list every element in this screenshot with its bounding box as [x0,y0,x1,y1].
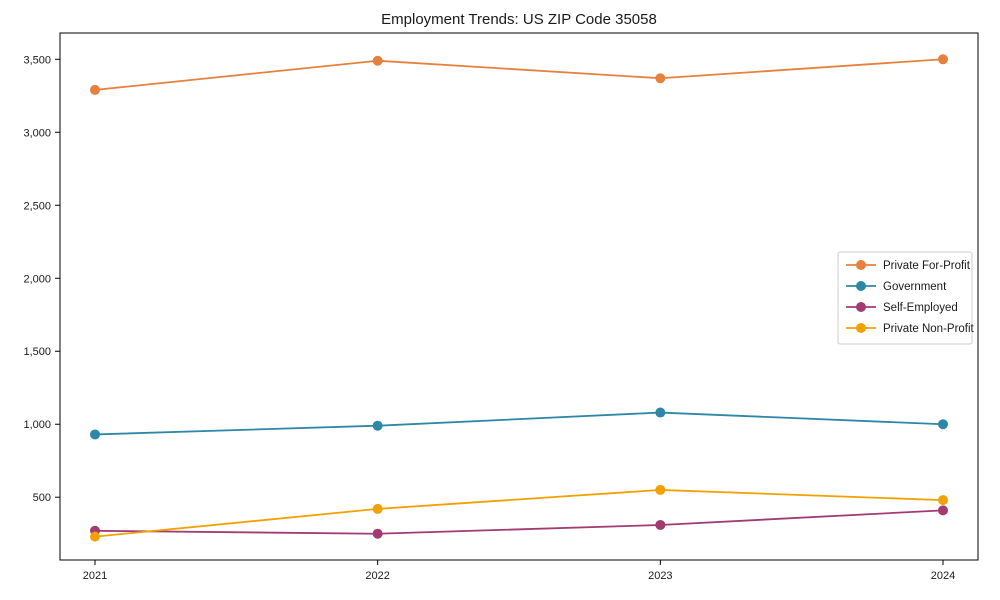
series-line-government [94,411,944,436]
data-point-private-non-profit [372,503,383,514]
chart-title: Employment Trends: US ZIP Code 35058 [381,11,657,28]
data-point-private-for-profit [655,73,666,84]
data-point-private-for-profit [372,55,383,66]
legend-label: Government [883,281,947,293]
legend-label: Private For-Profit [883,260,971,272]
y-tick-label: 1,000 [23,419,51,431]
x-axis: 2021 2022 2023 2024 [83,560,955,582]
legend-item-private-for-profit: Private For-Profit [846,260,971,272]
y-tick-label: 3,000 [23,127,51,139]
legend-marker-icon [856,302,866,312]
data-point-government [655,407,666,418]
data-point-self-employed [938,505,948,516]
data-point-government [938,419,948,430]
series-group [90,54,948,542]
legend-marker-icon [856,260,866,270]
y-tick-label: 1,500 [23,346,51,358]
x-tick-label: 2023 [648,570,672,582]
plot-area-border [59,32,979,561]
legend-item-government: Government [846,281,947,293]
legend-marker-icon [856,281,866,291]
data-point-private-non-profit [655,484,666,495]
data-point-private-non-profit [90,531,100,542]
data-point-government [372,420,383,431]
x-tick-label: 2022 [365,570,389,582]
legend: Private For-Profit Government Self-Employe… [837,251,975,345]
y-tick-label: 3,500 [23,54,51,66]
data-point-private-for-profit [90,84,100,95]
data-point-self-employed [372,528,383,539]
y-tick-label: 2,000 [23,273,51,285]
legend-item-self-employed: Self-Employed [846,302,958,314]
x-tick-label: 2021 [83,570,107,582]
legend-label: Self-Employed [883,302,958,314]
series-line-private-for-profit [94,58,944,91]
y-axis: 500 1,000 1,500 2,000 2,500 3,000 3,500 [23,54,60,504]
data-point-self-employed [655,519,666,530]
legend-box [837,251,973,345]
legend-marker-icon [856,323,866,333]
series-line-self-employed [94,509,944,535]
legend-label: Private Non-Profit [883,323,975,335]
legend-item-private-non-profit: Private Non-Profit [846,323,975,335]
data-point-private-for-profit [938,54,948,65]
series-line-private-non-profit [94,489,944,538]
data-point-private-non-profit [938,495,948,506]
y-tick-label: 500 [33,492,51,504]
y-tick-label: 2,500 [23,200,51,212]
data-point-government [90,429,100,440]
x-tick-label: 2024 [931,570,955,582]
